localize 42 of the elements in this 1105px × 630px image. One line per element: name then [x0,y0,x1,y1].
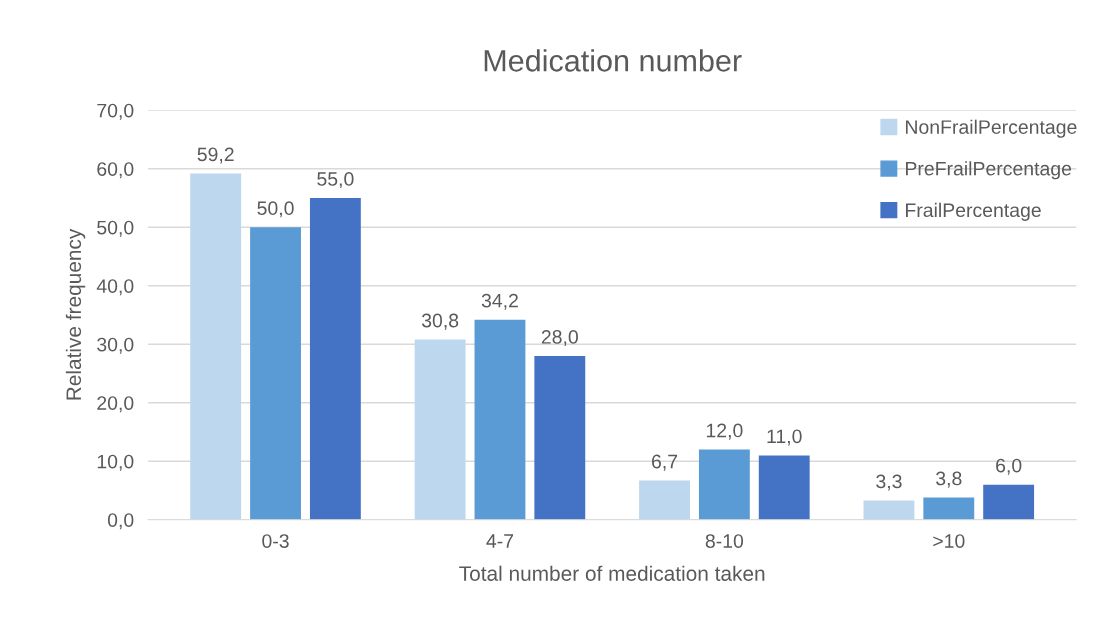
data-label: 55,0 [317,172,354,189]
legend-label: NonFrailPercentage [906,119,1077,138]
bar [534,355,586,520]
data-label: 28,0 [541,330,578,347]
y-tick-label: 50,0 [97,220,134,237]
data-label: 3,8 [936,471,962,488]
y-tick-label: 0,0 [107,513,134,530]
bar [983,484,1035,520]
bar [698,449,750,520]
bar [474,319,526,520]
data-label: 3,3 [876,474,902,491]
x-tick-label: >10 [933,534,965,548]
y-axis-title: Relative frequency [65,228,86,400]
bar [923,497,975,520]
bar [190,173,242,520]
data-label: 12,0 [706,423,743,440]
y-tick-label: 40,0 [96,279,134,296]
bar [758,455,810,520]
y-tick-label: 30,0 [97,337,134,354]
x-tick-label: 0-3 [262,534,289,548]
data-label: 30,8 [421,313,459,330]
bar [309,198,361,520]
chart-title: Medication number [484,49,742,72]
x-axis-title: Total number of medication taken [459,565,765,581]
y-tick-label: 70,0 [97,103,134,120]
data-label: 34,2 [481,293,518,310]
data-label: 6,7 [652,454,678,471]
legend-label: PreFrailPercentage [906,161,1072,180]
bar [863,500,915,520]
data-label: 6,0 [996,458,1022,475]
x-tick-label: 4-7 [486,534,514,548]
y-tick-label: 20,0 [97,396,134,413]
x-tick-label: 8-10 [705,534,744,548]
y-tick-label: 60,0 [97,162,134,179]
bar [414,339,466,520]
data-label: 50,0 [257,201,294,218]
legend-label: FrailPercentage [906,202,1041,221]
bar [639,480,690,520]
data-label: 59,2 [197,147,234,164]
y-tick-label: 10,0 [97,454,134,471]
bar [250,227,301,520]
data-label: 11,0 [767,429,802,446]
